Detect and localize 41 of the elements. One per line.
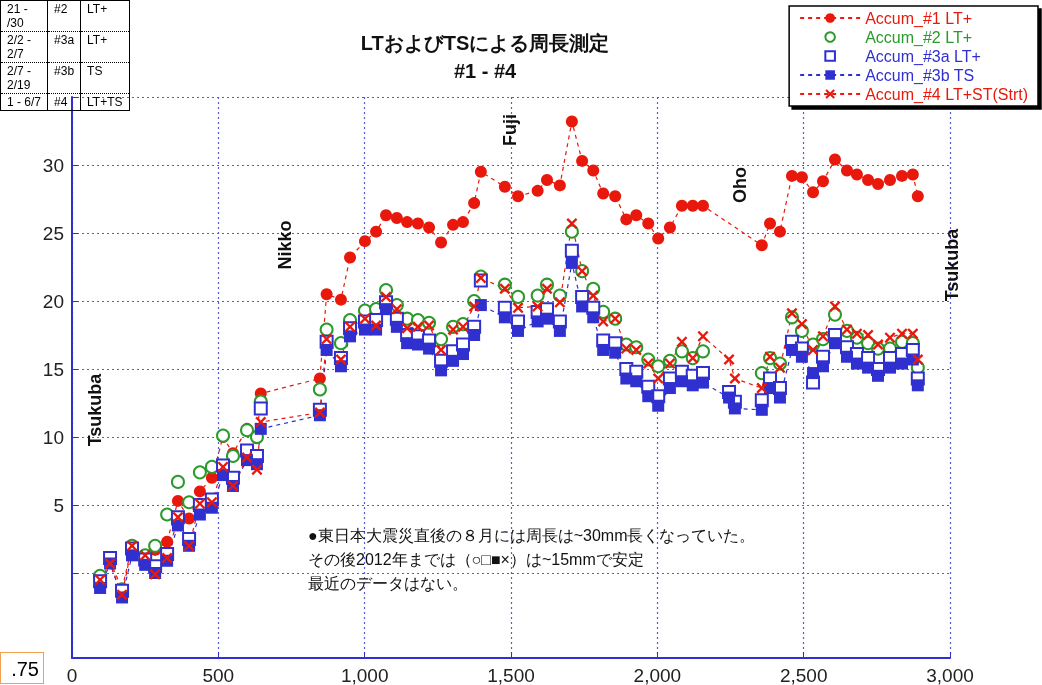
text: #2 (47, 0, 81, 32)
annotation: ●東日本大震災直後の８月には周長は~30mm長くなっていた。 (308, 526, 756, 544)
x-tick-label: 1,500 (487, 665, 535, 685)
text: 21 - /30 (0, 0, 48, 32)
text: #3b (47, 62, 81, 94)
x-tick-label: 1,000 (340, 665, 389, 685)
x-tick-label: 2,000 (633, 665, 682, 685)
annotation: Tsukuba (942, 227, 962, 302)
text: LT+ (80, 31, 130, 63)
x-tick-label: 0 (66, 665, 78, 685)
legend-label: Accum_#4 LT+ST(Strt) (865, 85, 1028, 104)
legend-label: Accum_#3b TS (865, 66, 975, 85)
legend-label: Accum_#1 LT+ (865, 9, 973, 28)
annotation: Oho (730, 167, 750, 203)
y-tick-label: 5 (53, 494, 64, 516)
annotation: Fuji (500, 114, 520, 146)
x-tick-label: 3,000 (926, 665, 974, 685)
y-tick-label: 15 (42, 358, 64, 380)
x-tick-label: 500 (202, 665, 235, 685)
text: #3a (47, 31, 81, 63)
y-tick-label: 20 (42, 290, 64, 312)
annotation: その後2012年までは（○□■×）は~15mmで安定 (308, 550, 644, 568)
annotation: Tsukuba (85, 372, 105, 447)
legend-label: Accum_#2 LT+ (865, 28, 973, 47)
text: TS (80, 62, 130, 94)
annotation: LT+TS (80, 93, 130, 111)
text: #4 (47, 93, 81, 111)
chart-title: LTおよびTSによる周長測定 (360, 32, 610, 54)
annotation: 最近のデータはない。 (308, 574, 468, 592)
y-tick-label: 10 (42, 426, 64, 448)
chart-subtitle: #1 - #4 (453, 60, 518, 82)
y-tick-label: 30 (42, 154, 64, 176)
text: 1 - 6/7 (0, 93, 48, 111)
text: LT+ (80, 0, 130, 32)
text: 2/7 - 2/19 (0, 62, 48, 94)
x-tick-label: 2,500 (779, 665, 828, 685)
y-tick-label: 25 (42, 222, 64, 244)
text: 2/2 - 2/7 (0, 31, 48, 63)
legend-label: Accum_#3a LT+ (865, 47, 981, 66)
text: .75 (0, 652, 44, 684)
annotation: Nikko (275, 220, 295, 270)
